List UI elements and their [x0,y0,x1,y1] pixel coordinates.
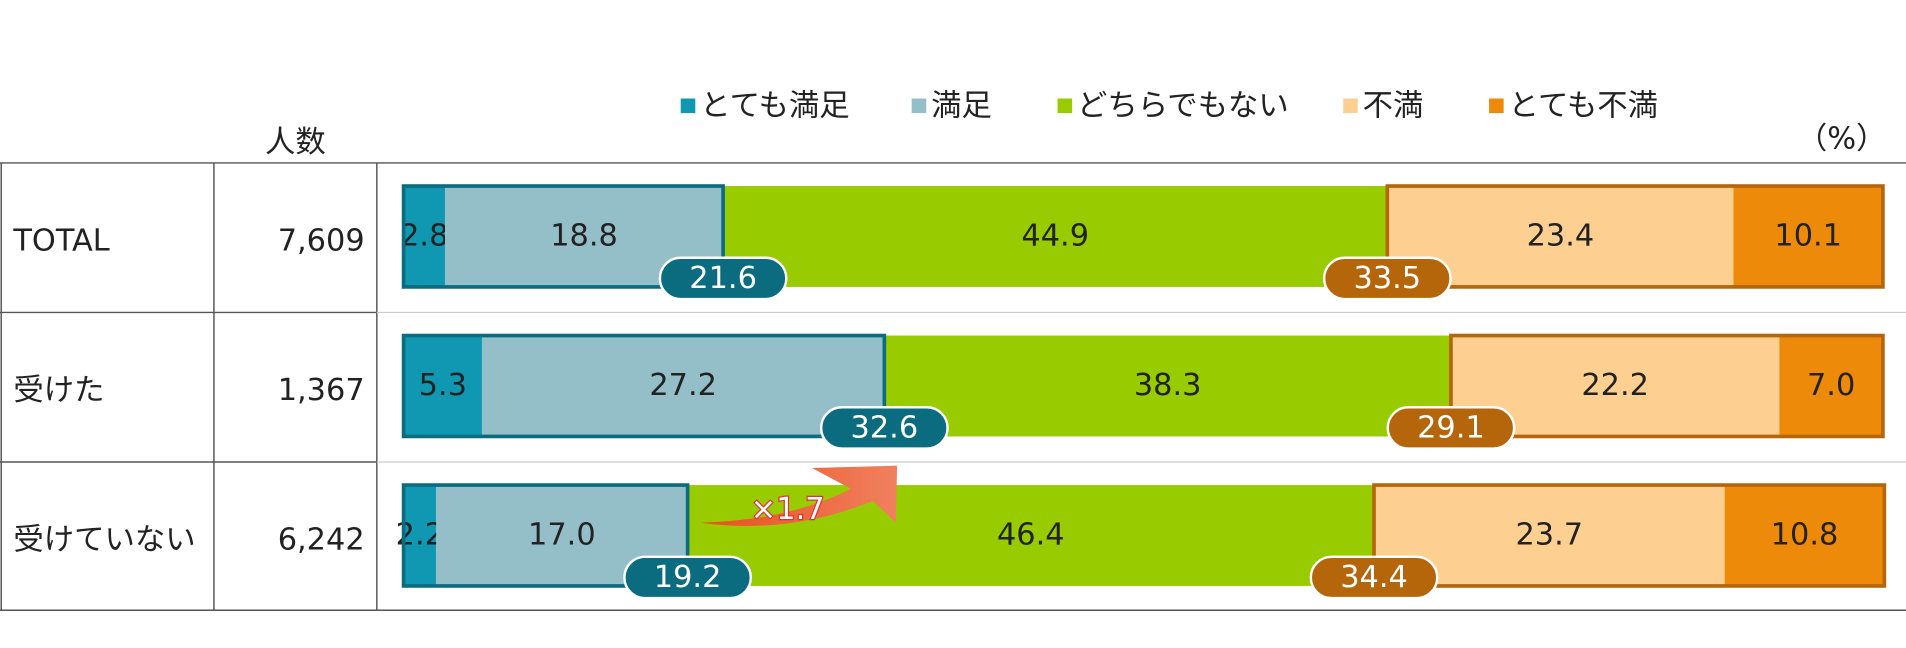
legend-swatch [1343,98,1358,114]
satisfied-outline [401,483,690,588]
dissatisfied-outline [1385,184,1885,289]
legend-swatch [680,98,696,114]
value-label: 18.8 [550,219,618,254]
arrow [700,465,898,526]
count-header: 人数 [265,125,326,160]
bar-segment [723,186,1388,287]
category-label: 受けた [13,373,104,408]
value-label: 7.0 [1807,368,1855,403]
total-label: 21.6 [689,261,757,296]
value-label: 38.3 [1134,368,1202,403]
total-pill [623,555,753,600]
annotation: ×1.7 [751,492,825,527]
value-label: 10.8 [1771,518,1839,553]
legend-label: どちらでもない [1077,89,1289,124]
value-label: 2.8 [400,219,448,254]
count-label: 7,609 [278,223,365,258]
total-label: 29.1 [1417,411,1485,446]
total-pill [1386,406,1516,450]
value-label: 23.4 [1527,219,1595,254]
total-pill [1309,555,1439,600]
total-pill [658,256,788,301]
total-pill [1322,256,1452,301]
bar-segment [481,335,885,437]
legend-label: とても不満 [1509,89,1658,124]
total-label: 34.4 [1340,560,1408,595]
value-label: 5.3 [419,368,467,403]
value-label: 46.4 [997,518,1065,553]
legend-swatch [1489,98,1504,114]
category-label: TOTAL [12,223,109,258]
value-label: 23.7 [1515,518,1583,553]
bar-segment [687,485,1375,586]
bar-segment [884,335,1451,437]
bar-segment [1733,186,1883,287]
bar-segment [403,186,445,287]
bar-segment [1724,485,1885,586]
table-frame [0,162,1906,611]
total-pill [819,406,949,450]
dissatisfied-outline [1449,333,1885,439]
satisfied-outline [401,333,887,439]
legend-label: 不満 [1363,89,1424,124]
satisfied-outline [401,184,725,289]
total-label: 32.6 [851,411,919,446]
value-label: 27.2 [649,368,717,403]
count-label: 6,242 [278,522,365,557]
legend-swatch [911,98,927,114]
value-label: 17.0 [528,518,596,553]
value-label: 44.9 [1021,219,1089,254]
legend-label: とても満足 [700,89,849,124]
bar-segment [403,335,482,437]
dissatisfied-outline [1372,483,1887,588]
total-label: 33.5 [1354,261,1422,296]
unit-label: （%） [1797,121,1887,156]
count-label: 1,367 [278,373,365,408]
value-label: 10.1 [1774,219,1842,254]
total-label: 19.2 [654,560,722,595]
value-label: 22.2 [1581,368,1649,403]
bar-segment [1779,335,1883,437]
category-label: 受けていない [13,522,195,557]
legend-label: 満足 [931,89,992,124]
legend-swatch [1057,98,1073,114]
bar-segment [403,485,437,586]
